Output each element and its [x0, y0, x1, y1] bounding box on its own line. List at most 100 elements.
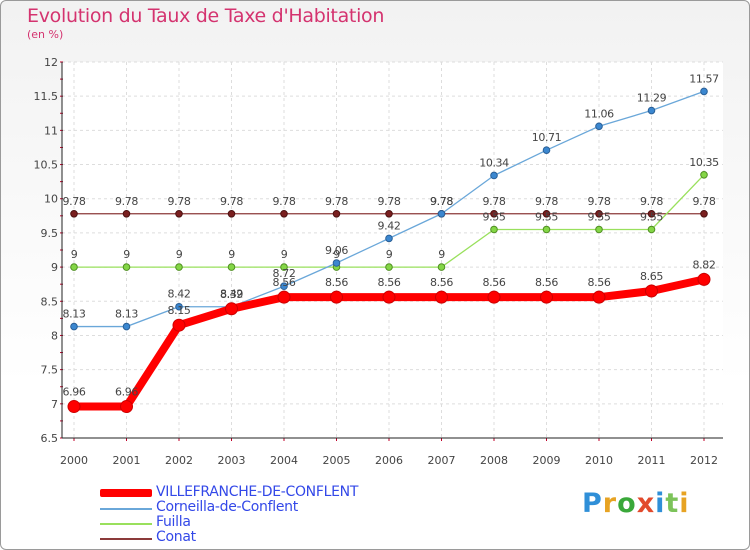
- data-label-corneilla: 8.13: [115, 308, 138, 321]
- data-point-conat: [595, 209, 603, 218]
- data-label-conat: 9.78: [325, 195, 348, 208]
- data-point-villefranche: [172, 318, 186, 332]
- plot-area: [62, 62, 723, 438]
- data-label-conat: 9.78: [640, 195, 663, 208]
- data-point-conat: [122, 209, 131, 218]
- data-label-corneilla: 9.78: [430, 195, 453, 208]
- x-tick-label: 2008: [480, 454, 508, 467]
- data-label-corneilla: 10.71: [532, 131, 562, 144]
- x-tick-label: 2005: [323, 454, 351, 467]
- y-tick-label: 9: [51, 261, 58, 274]
- data-point-fuilla: [700, 171, 708, 179]
- data-point-corneilla: [332, 259, 341, 267]
- data-point-fuilla: [647, 225, 656, 234]
- y-tick-label: 12: [44, 56, 58, 69]
- data-point-fuilla: [542, 225, 551, 234]
- data-label-fuilla: 9: [386, 248, 393, 261]
- data-label-conat: 9.78: [693, 195, 716, 208]
- legend-label-fuilla: Fuilla: [156, 514, 191, 530]
- x-tick-label: 2003: [218, 454, 246, 467]
- legend-label-corneilla: Corneilla-de-Conflent: [156, 499, 298, 515]
- data-point-corneilla: [542, 146, 551, 154]
- data-point-villefranche: [330, 290, 343, 304]
- legend-swatch-corneilla: [100, 508, 152, 510]
- data-label-villefranche: 8.65: [640, 270, 663, 283]
- data-label-fuilla: 9: [281, 248, 288, 261]
- data-label-villefranche: 8.56: [325, 276, 348, 289]
- y-tick-label: 8.5: [41, 295, 59, 308]
- data-point-corneilla: [122, 322, 131, 331]
- data-label-fuilla: 9.55: [640, 210, 663, 223]
- data-point-villefranche: [592, 290, 606, 304]
- y-tick-label: 6.5: [41, 432, 59, 445]
- data-label-villefranche: 8.56: [430, 276, 453, 289]
- y-tick-label: 10: [44, 193, 58, 206]
- data-label-fuilla: 9.55: [535, 210, 558, 223]
- x-tick-label: 2007: [428, 454, 456, 467]
- x-tick-label: 2002: [165, 454, 193, 467]
- data-label-conat: 9.78: [63, 195, 86, 208]
- data-point-conat: [227, 209, 236, 218]
- x-tick-label: 2010: [585, 454, 613, 467]
- data-label-fuilla: 9: [228, 248, 235, 261]
- data-point-conat: [175, 209, 183, 218]
- data-label-conat: 9.78: [535, 195, 558, 208]
- data-label-fuilla: 9.55: [483, 210, 506, 223]
- data-point-fuilla: [437, 263, 446, 271]
- data-label-fuilla: 9.55: [588, 210, 611, 223]
- data-point-conat: [70, 209, 78, 218]
- x-tick-label: 2011: [638, 454, 666, 467]
- data-point-corneilla: [385, 234, 393, 243]
- data-label-corneilla: 11.29: [637, 92, 667, 105]
- legend-label-villefranche: VILLEFRANCHE-DE-CONFLENT: [156, 484, 359, 500]
- data-point-conat: [700, 209, 708, 218]
- data-point-fuilla: [490, 225, 498, 234]
- data-point-fuilla: [385, 263, 393, 271]
- legend-swatch-fuilla: [100, 523, 152, 525]
- data-point-villefranche: [120, 400, 133, 414]
- data-label-conat: 9.78: [273, 195, 296, 208]
- data-label-fuilla: 9: [176, 248, 183, 261]
- data-label-corneilla: 11.57: [689, 72, 719, 85]
- data-point-conat: [542, 209, 551, 218]
- legend-swatch-villefranche: [100, 489, 152, 497]
- data-point-corneilla: [175, 302, 183, 311]
- data-point-conat: [647, 209, 656, 218]
- data-point-fuilla: [70, 263, 78, 271]
- data-point-conat: [332, 209, 341, 218]
- x-tick-label: 2009: [533, 454, 561, 467]
- x-tick-label: 2006: [375, 454, 403, 467]
- data-point-villefranche: [435, 290, 448, 304]
- data-label-corneilla: 8.13: [63, 308, 86, 321]
- data-label-conat: 9.78: [115, 195, 138, 208]
- legend-label-conat: Conat: [156, 529, 196, 545]
- y-tick-label: 7.5: [41, 364, 59, 377]
- proxiti-logo: Proxiti: [582, 488, 690, 519]
- data-label-villefranche: 8.56: [535, 276, 558, 289]
- x-tick-label: 2004: [270, 454, 298, 467]
- data-label-villefranche: 8.56: [273, 276, 296, 289]
- x-tick-label: 2012: [690, 454, 718, 467]
- chart-title: Evolution du Taux de Taxe d'Habitation: [27, 5, 385, 27]
- data-label-conat: 9.78: [430, 195, 453, 208]
- data-point-fuilla: [227, 263, 236, 271]
- data-label-conat: 9.78: [483, 195, 506, 208]
- x-tick-label: 2000: [60, 454, 88, 467]
- data-point-villefranche: [645, 284, 658, 298]
- data-point-fuilla: [280, 263, 288, 271]
- y-tick-label: 9.5: [41, 227, 59, 240]
- data-label-villefranche: 8.56: [483, 276, 506, 289]
- data-label-fuilla: 9: [71, 248, 78, 261]
- data-point-villefranche: [540, 290, 553, 304]
- data-point-villefranche: [67, 400, 81, 414]
- data-label-fuilla: 10.35: [689, 156, 719, 169]
- data-point-corneilla: [647, 106, 656, 115]
- data-label-corneilla: 9.42: [378, 219, 401, 232]
- data-point-fuilla: [175, 263, 183, 271]
- data-point-villefranche: [277, 290, 291, 304]
- data-point-corneilla: [280, 282, 288, 291]
- data-label-villefranche: 6.96: [115, 386, 138, 399]
- data-label-corneilla: 8.42: [168, 288, 191, 301]
- data-point-corneilla: [437, 209, 446, 218]
